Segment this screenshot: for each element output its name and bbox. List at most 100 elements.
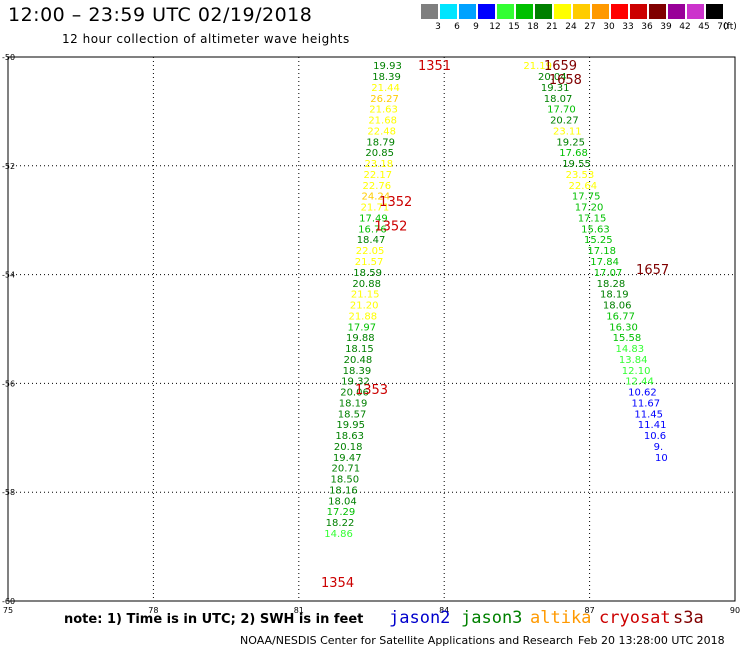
swh-label-cryosat: 24.24	[362, 192, 391, 203]
swh-label-s3a: 17.75	[572, 192, 601, 203]
scale-label-21: 21	[546, 22, 558, 32]
swh-label-cryosat: 18.22	[326, 518, 355, 529]
swh-label-s3a: 19.25	[556, 137, 585, 148]
legend-jason3: jason3	[461, 608, 523, 628]
swh-label-cryosat: 20.88	[352, 279, 381, 290]
swh-label-s3a: 12.44	[625, 377, 654, 388]
swh-label-s3a: 18.19	[600, 290, 629, 301]
scale-swatch-18	[516, 4, 533, 19]
scale-label-24: 24	[565, 22, 577, 32]
swh-label-cryosat: 19.32	[341, 377, 370, 388]
scale-swatch-36	[630, 4, 647, 19]
swh-label-cryosat: 18.39	[343, 366, 372, 377]
swh-label-cryosat: 18.79	[366, 137, 395, 148]
footer-credit: NOAA/NESDIS Center for Satellite Applica…	[240, 634, 574, 647]
swh-label-s3a: 11.41	[638, 420, 667, 431]
swh-label-s3a: 16.30	[609, 322, 638, 333]
swh-label-cryosat: 21.20	[350, 301, 379, 312]
scale-swatch-27	[573, 4, 590, 19]
scale-label-70: 70	[717, 22, 729, 32]
y-tick-label: -54	[2, 271, 15, 280]
swh-label-s3a: 18.28	[597, 279, 626, 290]
swh-label-cryosat: 21.88	[348, 311, 377, 322]
swh-label-s3a: 12.10	[622, 366, 651, 377]
swh-label-cryosat: 20.06	[340, 388, 369, 399]
swh-label-cryosat: 20.85	[365, 148, 394, 159]
swh-label-cryosat: 18.59	[353, 268, 382, 279]
swh-label-cryosat: 19.47	[333, 453, 362, 464]
time-label-cryosat: 1353	[355, 383, 388, 398]
scale-swatch-12	[478, 4, 495, 19]
swh-label-s3a: 17.07	[594, 268, 623, 279]
scale-swatch-45	[687, 4, 704, 19]
plot-frame	[7, 56, 736, 602]
swh-label-s3a: 9.	[654, 442, 664, 453]
swh-label-cryosat: 22.05	[356, 246, 385, 257]
scale-label-45: 45	[698, 22, 710, 32]
page-title: 12:00 – 23:59 UTC 02/19/2018	[8, 4, 313, 26]
swh-label-s3a: 20.27	[550, 116, 579, 127]
time-label-s3a: 1658	[549, 73, 582, 88]
scale-swatch-33	[611, 4, 628, 19]
swh-label-s3a: 17.20	[575, 203, 604, 214]
scale-swatch-3	[421, 4, 438, 19]
swh-label-cryosat: 21.71	[361, 203, 390, 214]
swh-label-s3a: 22.64	[568, 181, 597, 192]
scale-label-6: 6	[454, 22, 460, 32]
scale-label-42: 42	[679, 22, 691, 32]
scale-label-30: 30	[603, 22, 615, 32]
note-text: note: 1) Time is in UTC; 2) SWH is in fe…	[64, 612, 364, 627]
footer-timestamp: Feb 20 13:28:00 UTC 2018	[578, 634, 725, 647]
swh-label-s3a: 19.31	[541, 83, 570, 94]
time-label-cryosat: 1352	[374, 220, 407, 235]
swh-label-s3a: 18.07	[544, 94, 573, 105]
y-tick-label: -52	[2, 162, 15, 171]
scale-swatch-70	[706, 4, 723, 19]
swh-label-cryosat: 21.15	[351, 290, 380, 301]
swh-label-s3a: 20.04	[538, 72, 567, 83]
swh-label-cryosat: 18.16	[329, 485, 358, 496]
time-label-s3a: 1657	[636, 263, 669, 278]
x-tick-label: 78	[148, 606, 158, 615]
swh-label-cryosat: 18.47	[357, 235, 386, 246]
swh-label-s3a: 17.18	[587, 246, 616, 257]
swh-label-cryosat: 19.95	[336, 420, 365, 431]
swh-label-cryosat: 17.97	[347, 322, 376, 333]
swh-label-cryosat: 18.15	[345, 344, 374, 355]
swh-label-cryosat: 18.50	[331, 475, 360, 486]
swh-label-cryosat: 18.63	[335, 431, 364, 442]
swh-label-cryosat: 23.18	[364, 159, 393, 170]
swh-label-s3a: 10.6	[644, 431, 666, 442]
scale-label-39: 39	[660, 22, 672, 32]
swh-label-cryosat: 22.76	[363, 181, 392, 192]
swh-label-s3a: 23.53	[566, 170, 595, 181]
swh-label-cryosat: 16.76	[358, 224, 387, 235]
swh-label-s3a: 15.58	[613, 333, 642, 344]
swh-label-cryosat: 22.17	[363, 170, 392, 181]
swh-label-cryosat: 18.19	[339, 398, 368, 409]
y-tick-label: -60	[2, 597, 15, 606]
swh-label-cryosat: 20.18	[334, 442, 363, 453]
x-tick-label: 87	[585, 606, 595, 615]
swh-label-cryosat: 20.48	[344, 355, 373, 366]
swh-label-s3a: 13.84	[619, 355, 648, 366]
swh-label-s3a: 17.84	[590, 257, 619, 268]
scale-label-18: 18	[527, 22, 539, 32]
scale-swatch-15	[497, 4, 514, 19]
scale-swatch-39	[649, 4, 666, 19]
page-subtitle: 12 hour collection of altimeter wave hei…	[62, 32, 350, 46]
swh-label-s3a: 16.77	[606, 311, 635, 322]
swh-label-s3a: 15.63	[581, 224, 610, 235]
swh-label-s3a: 17.70	[547, 105, 576, 116]
scale-swatch-24	[554, 4, 571, 19]
scale-swatch-9	[459, 4, 476, 19]
swh-label-s3a: 10.62	[628, 388, 657, 399]
scale-swatch-6	[440, 4, 457, 19]
swh-label-s3a: 11.67	[632, 398, 661, 409]
time-label-s3a: 1659	[544, 59, 577, 74]
scale-label-27: 27	[584, 22, 596, 32]
time-label-cryosat: 1352	[379, 195, 412, 210]
swh-label-s3a: 17.15	[578, 213, 607, 224]
swh-label-cryosat: 18.57	[338, 409, 367, 420]
